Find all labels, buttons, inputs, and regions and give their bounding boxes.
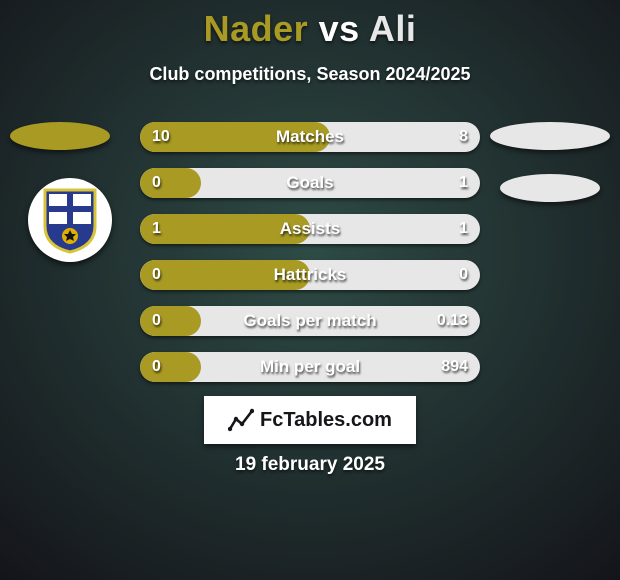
club-shield-icon xyxy=(41,186,99,254)
stat-label: Assists xyxy=(140,214,480,244)
watermark-text: FcTables.com xyxy=(260,409,392,432)
stat-value-p2: 1 xyxy=(459,214,468,244)
stat-value-p1: 0 xyxy=(152,168,161,198)
title-player1: Nader xyxy=(204,8,309,49)
stat-value-p2: 0 xyxy=(459,260,468,290)
player2-ellipse-marker xyxy=(490,122,610,150)
stat-value-p1: 10 xyxy=(152,122,170,152)
stat-value-p1: 1 xyxy=(152,214,161,244)
page-title: Nader vs Ali xyxy=(0,0,620,50)
player2-ellipse-marker-2 xyxy=(500,174,600,202)
watermark: FcTables.com xyxy=(204,396,416,444)
stat-value-p1: 0 xyxy=(152,306,161,336)
stat-value-p1: 0 xyxy=(152,260,161,290)
stat-row: Min per goal0 894 xyxy=(140,352,480,382)
stat-row: Hattricks0 0 xyxy=(140,260,480,290)
stat-row: Assists1 1 xyxy=(140,214,480,244)
stat-label: Goals xyxy=(140,168,480,198)
fctables-logo-icon xyxy=(228,407,254,433)
stat-value-p2: 8 xyxy=(459,122,468,152)
title-player2: Ali xyxy=(369,8,417,49)
stat-row: Goals per match0 0.13 xyxy=(140,306,480,336)
stat-label: Goals per match xyxy=(140,306,480,336)
stat-value-p1: 0 xyxy=(152,352,161,382)
stats-comparison: Matches108Goals01Assists11Hattricks00Goa… xyxy=(140,122,480,398)
player1-ellipse-marker xyxy=(10,122,110,150)
stat-row: Matches10 8 xyxy=(140,122,480,152)
subtitle: Club competitions, Season 2024/2025 xyxy=(0,64,620,85)
stat-value-p2: 1 xyxy=(459,168,468,198)
stat-value-p2: 894 xyxy=(441,352,468,382)
stat-label: Min per goal xyxy=(140,352,480,382)
stat-label: Matches xyxy=(140,122,480,152)
date-text: 19 february 2025 xyxy=(0,454,620,476)
stat-row: Goals0 1 xyxy=(140,168,480,198)
stat-label: Hattricks xyxy=(140,260,480,290)
stat-value-p2: 0.13 xyxy=(437,306,468,336)
club-badge xyxy=(28,178,112,262)
title-vs: vs xyxy=(319,8,360,49)
